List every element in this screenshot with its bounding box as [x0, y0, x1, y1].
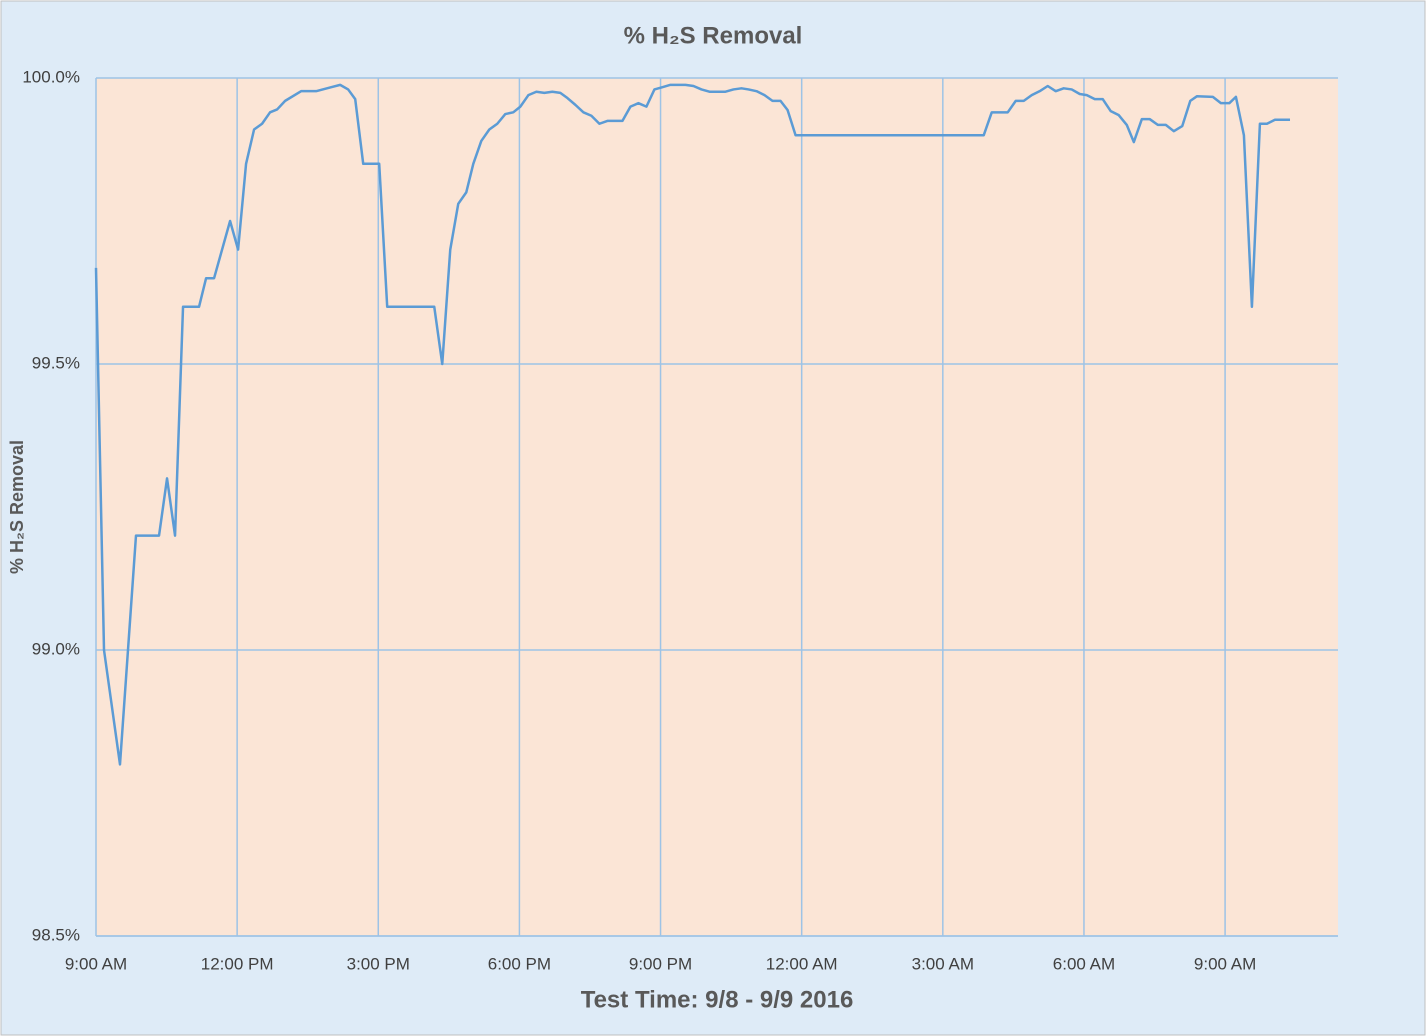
x-tick-label: 3:00 AM	[912, 954, 974, 973]
x-tick-label: 9:00 AM	[65, 954, 127, 973]
y-tick-label: 99.5%	[32, 353, 80, 372]
chart-title: % H₂S Removal	[624, 22, 803, 49]
x-axis-title: Test Time: 9/8 - 9/9 2016	[581, 986, 854, 1013]
grid: 98.5% 99.0% 99.5% 100.0% 9:00 AM 12:00 PM 3:00…	[22, 67, 1338, 973]
y-tick-label: 99.0%	[32, 639, 80, 658]
x-tick-label: 3:00 PM	[347, 954, 410, 973]
y-axis-title: % H₂S Removal	[7, 440, 27, 574]
plot-area	[96, 78, 1338, 936]
x-tick-label: 9:00 AM	[1194, 954, 1256, 973]
x-tick-label: 12:00 PM	[201, 954, 274, 973]
data-line	[94, 83, 1291, 766]
y-tick-label: 100.0%	[22, 67, 80, 86]
x-tick-label: 12:00 AM	[766, 954, 838, 973]
marks	[94, 83, 1291, 766]
x-tick-label: 6:00 AM	[1053, 954, 1115, 973]
x-tick-label: 6:00 PM	[488, 954, 551, 973]
x-tick-label: 9:00 PM	[629, 954, 692, 973]
y-tick-label: 98.5%	[32, 925, 80, 944]
